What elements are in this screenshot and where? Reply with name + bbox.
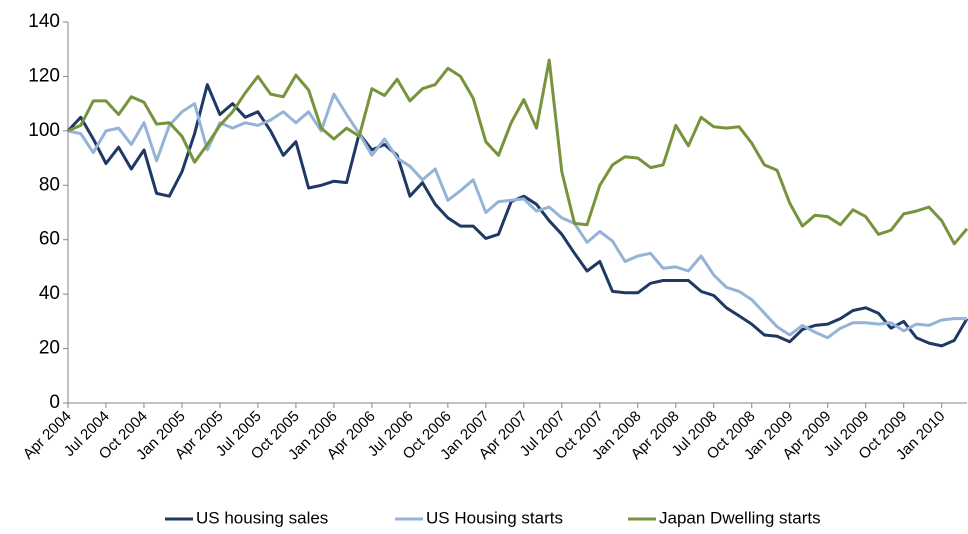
series-line (67, 58, 968, 246)
y-tick-label: 60 (39, 229, 60, 250)
y-tick-label: 140 (28, 11, 60, 32)
legend-label: US housing sales (196, 508, 328, 527)
legend-label: Japan Dwelling starts (659, 508, 821, 527)
y-tick-label: 20 (39, 338, 60, 359)
y-tick-label: 80 (39, 174, 60, 195)
y-tick-label: 40 (39, 283, 60, 304)
y-tick-label: 120 (28, 65, 60, 86)
series-line (66, 83, 968, 348)
y-tick-label: 100 (28, 120, 60, 141)
legend-label: US Housing starts (426, 508, 563, 527)
y-tick-label: 0 (49, 392, 60, 413)
series-line (67, 92, 967, 340)
